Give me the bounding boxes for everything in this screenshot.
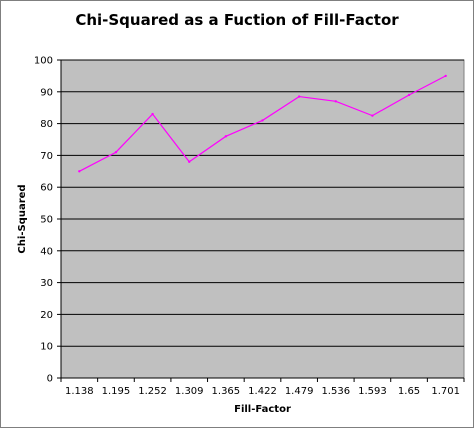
y-tick-label: 70 <box>40 151 53 162</box>
data-point <box>261 119 264 122</box>
x-tick-label: 1.309 <box>175 386 204 397</box>
y-tick-label: 10 <box>40 342 53 353</box>
data-point <box>114 151 118 154</box>
x-axis-label: Fill-Factor <box>234 404 291 415</box>
chart-title: Chi-Squared as a Fuction of Fill-Factor <box>75 11 399 29</box>
x-tick-label: 1.365 <box>212 386 241 397</box>
data-point <box>188 160 191 163</box>
x-tick-label: 1.252 <box>138 386 167 397</box>
x-tick-label: 1.593 <box>358 386 387 397</box>
data-point <box>151 112 154 116</box>
data-point <box>444 74 447 78</box>
data-point <box>224 135 228 138</box>
y-tick-label: 60 <box>40 183 53 194</box>
y-tick-label: 100 <box>34 56 53 67</box>
y-tick-label: 0 <box>47 374 53 385</box>
x-tick-label: 1.479 <box>285 386 314 397</box>
x-tick-label: 1.536 <box>321 386 350 397</box>
x-tick-label: 1.701 <box>431 386 460 397</box>
data-point <box>407 93 411 97</box>
data-point <box>334 100 337 103</box>
y-tick-label: 30 <box>40 278 53 289</box>
data-point <box>371 114 374 117</box>
y-tick-label: 20 <box>40 310 53 321</box>
x-tick-label: 1.138 <box>65 386 94 397</box>
y-axis-label: Chi-Squared <box>17 184 28 253</box>
data-point <box>78 170 81 173</box>
data-point <box>297 95 301 98</box>
x-tick-label: 1.65 <box>398 386 420 397</box>
x-tick-label: 1.422 <box>248 386 277 397</box>
y-tick-label: 90 <box>40 87 53 98</box>
x-axis-ticks: 1.138 1.195 1.252 1.309 1.365 1.422 1.479 1.536… <box>60 378 465 397</box>
y-tick-label: 50 <box>40 215 53 226</box>
y-tick-label: 80 <box>40 119 53 130</box>
y-axis-ticks: 0 10 20 30 40 50 60 70 80 90 100 <box>34 56 61 385</box>
series-layer <box>78 74 447 173</box>
x-tick-label: 1.195 <box>102 386 131 397</box>
y-tick-label: 40 <box>40 246 53 257</box>
